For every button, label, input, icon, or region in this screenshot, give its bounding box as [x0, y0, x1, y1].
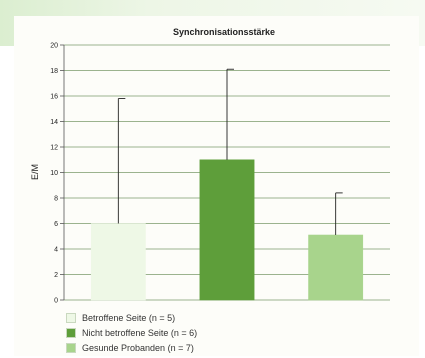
- bar-0: [90, 223, 146, 301]
- legend-swatch-betroffene: [66, 312, 76, 323]
- y-tick-label: 12: [50, 145, 58, 152]
- y-tick-label: 18: [50, 68, 58, 75]
- y-axis-label: E/M: [30, 164, 40, 180]
- y-tick-label: 0: [54, 298, 58, 305]
- bar-2: [308, 234, 364, 301]
- y-tick-label: 14: [50, 119, 58, 126]
- legend-item-nicht-betroffene: Nicht betroffene Seite (n = 6): [66, 325, 197, 340]
- legend-swatch-gesunde: [66, 342, 76, 353]
- y-tick-label: 4: [54, 247, 58, 254]
- legend-item-betroffene: Betroffene Seite (n = 5): [66, 310, 197, 325]
- y-tick-label: 2: [54, 272, 58, 279]
- y-tick-label: 20: [50, 43, 58, 50]
- y-tick-label: 16: [50, 94, 58, 101]
- y-tick-label: 6: [54, 221, 58, 228]
- legend-label-gesunde: Gesunde Probanden (n = 7): [82, 342, 194, 353]
- legend: Betroffene Seite (n = 5) Nicht betroffen…: [66, 310, 197, 355]
- y-tick-label: 10: [50, 170, 58, 177]
- chart-title: Synchronisationsstärke: [173, 27, 275, 37]
- legend-swatch-nicht-betroffene: [66, 327, 76, 338]
- legend-label-nicht-betroffene: Nicht betroffene Seite (n = 6): [82, 327, 198, 338]
- legend-label-betroffene: Betroffene Seite (n = 5): [82, 312, 176, 323]
- y-tick-label: 8: [54, 196, 58, 203]
- bar-1: [199, 159, 255, 301]
- legend-item-gesunde: Gesunde Probanden (n = 7): [66, 340, 197, 355]
